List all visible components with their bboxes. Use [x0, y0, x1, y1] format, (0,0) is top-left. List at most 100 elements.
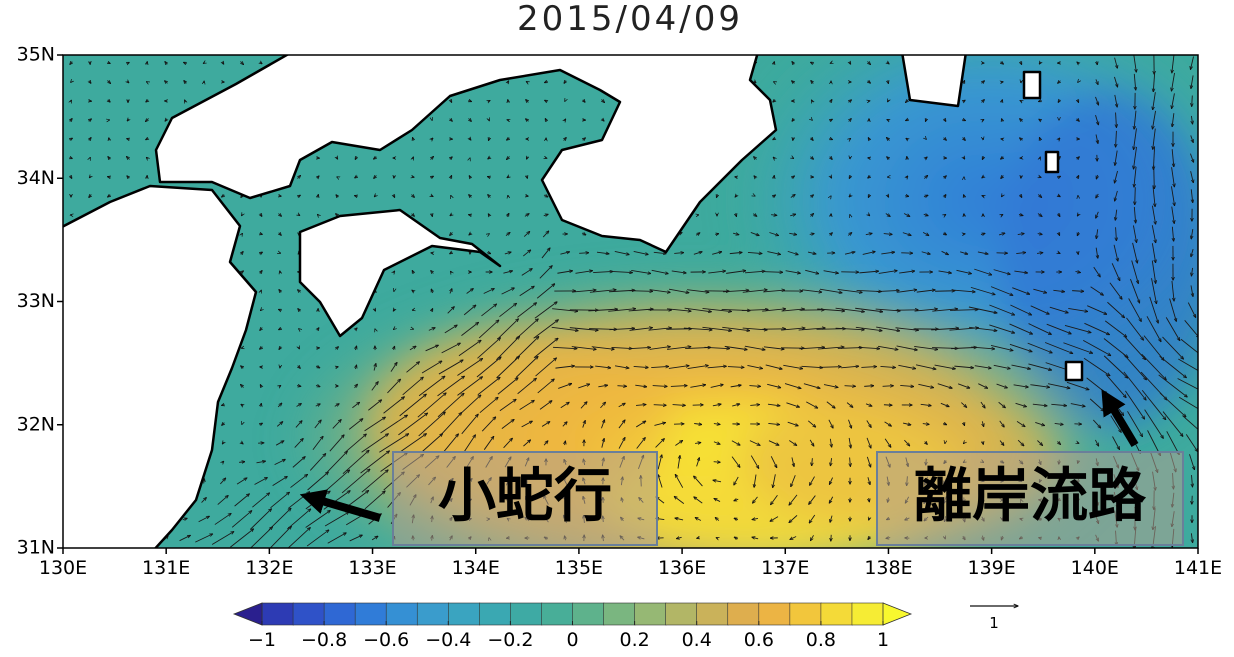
current-vector — [937, 383, 952, 389]
current-vector — [1009, 343, 1032, 351]
current-vector — [886, 138, 889, 141]
current-vector — [1058, 138, 1060, 140]
current-vector — [477, 338, 500, 359]
current-vector — [236, 478, 247, 485]
colorbar-label: −1 — [248, 629, 276, 651]
current-vector — [503, 438, 513, 449]
current-vector — [855, 326, 882, 330]
colorbar-label: 0.8 — [806, 629, 836, 651]
current-vector — [336, 195, 338, 198]
current-vector — [418, 376, 445, 397]
current-vector — [734, 537, 738, 539]
current-vector — [609, 328, 634, 329]
current-vector — [221, 195, 224, 197]
current-vector — [450, 289, 452, 294]
current-vector — [867, 61, 870, 64]
current-vector — [593, 271, 613, 272]
current-vector — [990, 286, 1013, 296]
current-vector — [731, 456, 740, 468]
current-vector — [697, 538, 700, 539]
current-vector — [670, 386, 687, 387]
current-vector — [736, 213, 737, 216]
current-vector — [904, 439, 909, 446]
current-vector — [963, 80, 964, 83]
current-vector — [633, 251, 649, 254]
colorbar-label: −0.4 — [425, 629, 471, 651]
current-vector — [655, 439, 665, 448]
current-vector — [1152, 110, 1157, 129]
current-vector — [963, 422, 964, 425]
current-vector — [1192, 475, 1193, 487]
current-vector — [803, 383, 820, 389]
current-vector — [826, 401, 835, 408]
current-vector — [724, 345, 748, 349]
current-vector — [183, 62, 186, 63]
current-vector — [355, 384, 358, 389]
current-vector — [932, 309, 957, 312]
current-vector — [1189, 454, 1195, 469]
current-vector — [1153, 128, 1156, 150]
current-vector — [591, 346, 615, 350]
current-vector — [527, 157, 528, 160]
current-vector — [1084, 322, 1109, 334]
current-vector — [675, 518, 684, 520]
current-vector — [412, 290, 414, 292]
current-vector — [771, 215, 777, 216]
current-vector — [693, 252, 702, 255]
current-vector — [684, 307, 712, 312]
current-vector — [887, 157, 890, 159]
current-vector — [1159, 355, 1187, 377]
current-vector — [835, 327, 865, 330]
current-vector — [781, 309, 805, 312]
current-vector — [278, 214, 281, 217]
current-vector — [974, 365, 991, 369]
current-vector — [849, 175, 851, 178]
colorbar-segment — [634, 602, 667, 626]
current-vector — [443, 434, 459, 453]
current-vector — [1037, 213, 1042, 217]
current-vector — [989, 324, 1014, 333]
colorbar-label: 0.2 — [619, 629, 649, 651]
current-vector — [108, 100, 111, 102]
current-vector — [1051, 404, 1066, 405]
current-vector — [260, 270, 262, 273]
current-vector — [989, 304, 1014, 315]
current-vector — [1096, 174, 1097, 179]
current-vector — [950, 310, 978, 311]
current-vector — [791, 457, 794, 466]
current-vector — [1096, 211, 1099, 218]
current-vector — [1030, 384, 1049, 388]
current-vector — [784, 383, 801, 389]
current-vector — [1096, 247, 1098, 259]
current-vector — [412, 270, 413, 273]
current-vector — [1190, 171, 1194, 183]
current-vector — [898, 364, 915, 368]
current-vector — [765, 364, 783, 369]
current-vector — [450, 271, 451, 273]
current-vector — [829, 138, 832, 139]
current-vector — [732, 404, 740, 407]
current-vector — [360, 451, 390, 474]
current-vector — [179, 535, 191, 542]
current-vector — [900, 385, 913, 386]
current-vector — [823, 270, 839, 274]
current-vector — [783, 364, 802, 368]
current-vector — [432, 213, 433, 216]
current-vector — [525, 119, 528, 122]
current-vector — [184, 80, 186, 83]
current-vector — [695, 518, 702, 521]
current-vector — [773, 138, 776, 139]
current-vector — [702, 308, 732, 311]
current-vector — [127, 139, 130, 140]
current-vector — [1068, 308, 1087, 311]
current-vector — [968, 326, 997, 330]
current-vector — [89, 81, 91, 84]
current-vector — [961, 402, 966, 408]
current-vector — [374, 309, 375, 311]
current-vector — [412, 177, 414, 178]
current-vector — [1090, 286, 1104, 295]
current-vector — [695, 443, 701, 444]
y-tick-label: 31N — [17, 537, 55, 559]
current-vector — [868, 138, 869, 141]
current-vector — [810, 195, 813, 197]
